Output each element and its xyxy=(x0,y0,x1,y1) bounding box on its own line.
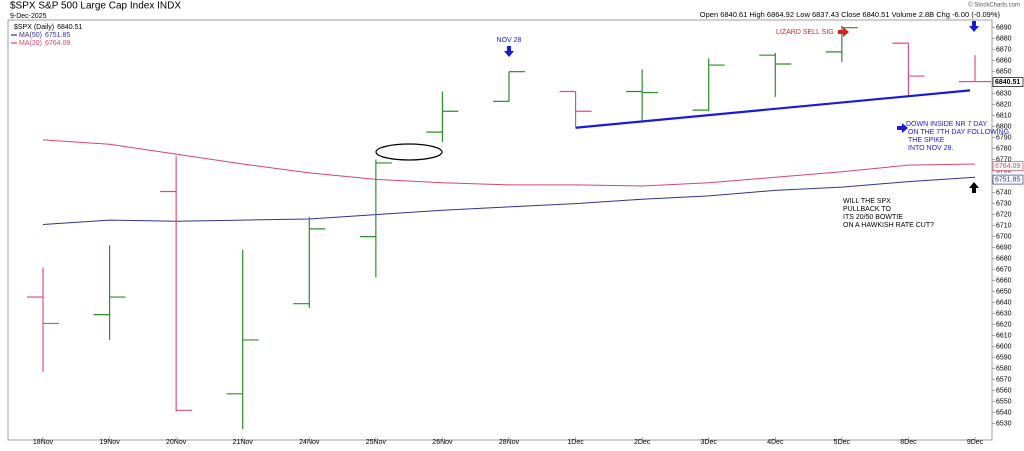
y-tick-label: 6860 xyxy=(996,58,1012,65)
x-tick-label: 24Nov xyxy=(299,439,320,446)
x-tick-label: 21Nov xyxy=(233,439,254,446)
arrow xyxy=(969,182,979,193)
x-tick-label: 3Dec xyxy=(701,439,718,446)
legend-label: MA(20) xyxy=(19,40,42,47)
y-tick-label: 6610 xyxy=(996,332,1012,339)
chart-title: $SPX S&P 500 Large Cap Index INDX xyxy=(10,1,181,12)
y-tick-label: 6790 xyxy=(996,134,1012,141)
credit: © StockCharts.com xyxy=(968,2,1020,9)
y-tick-label: 6600 xyxy=(996,343,1012,350)
x-tick-label: 8Dec xyxy=(900,439,917,446)
highlight-ellipse xyxy=(375,143,443,161)
x-tick-label: 19Nov xyxy=(99,439,120,446)
x-tick-label: 9Dec xyxy=(967,439,984,446)
legend-label: $SPX (Daily) xyxy=(14,24,54,31)
chart-date: 9-Dec-2025 xyxy=(10,13,47,20)
annotation: INTO NOV 28. xyxy=(908,145,953,152)
annotation: WILL THE SPX xyxy=(843,198,891,205)
plot-frame xyxy=(7,19,993,441)
annotation: LIZARD SELL SIG xyxy=(776,29,834,36)
y-tick-label: 6740 xyxy=(996,189,1012,196)
last-value-label: 6751.85 xyxy=(995,176,1020,183)
quote: Open 6840.61 High 6864.92 Low 6837.43 Cl… xyxy=(700,10,1001,19)
annotation: NOV 28 xyxy=(497,37,522,44)
ma-line xyxy=(42,139,976,187)
x-tick-label: 20Nov xyxy=(166,439,187,446)
y-tick-label: 6690 xyxy=(996,244,1012,251)
y-tick-label: 6640 xyxy=(996,299,1012,306)
y-tick-label: 6660 xyxy=(996,277,1012,284)
arrow xyxy=(838,27,849,37)
y-tick-label: 6700 xyxy=(996,233,1012,240)
y-tick-label: 6630 xyxy=(996,310,1012,317)
x-tick-label: 1Dec xyxy=(567,439,584,446)
y-tick-label: 6800 xyxy=(996,123,1012,130)
last-value-box xyxy=(992,77,1024,87)
y-tick-label: 6570 xyxy=(996,376,1012,383)
last-value-box xyxy=(992,161,1024,171)
y-tick-label: 6770 xyxy=(996,156,1012,163)
y-tick-label: 6830 xyxy=(996,91,1012,98)
arrow xyxy=(897,123,908,133)
x-tick-label: 26Nov xyxy=(432,439,453,446)
y-tick-label: 6560 xyxy=(996,387,1012,394)
y-tick-label: 6550 xyxy=(996,398,1012,405)
y-tick-label: 6720 xyxy=(996,211,1012,218)
legend-value: 6751.85 xyxy=(45,32,70,39)
x-tick-label: 5Dec xyxy=(834,439,851,446)
y-tick-label: 6850 xyxy=(996,69,1012,76)
y-tick-label: 6650 xyxy=(996,288,1012,295)
y-tick-label: 6590 xyxy=(996,354,1012,361)
annotation: PULLBACK TO xyxy=(843,206,892,213)
y-tick-label: 6710 xyxy=(996,222,1012,229)
x-tick-label: 25Nov xyxy=(366,439,387,446)
y-tick-label: 6810 xyxy=(996,112,1012,119)
trendline xyxy=(575,89,971,129)
arrow xyxy=(969,21,979,32)
ma-line xyxy=(42,176,976,226)
y-tick-label: 6620 xyxy=(996,321,1012,328)
y-tick-label: 6530 xyxy=(996,420,1012,427)
last-value-label: 6764.09 xyxy=(995,163,1020,170)
x-tick-label: 2Dec xyxy=(634,439,651,446)
legend-label: MA(50) xyxy=(19,32,42,39)
annotation: THE SPIKE xyxy=(908,137,945,144)
y-tick-label: 6890 xyxy=(996,25,1012,32)
y-tick-label: 6670 xyxy=(996,266,1012,273)
legend-value: 6764.09 xyxy=(45,40,70,47)
last-value-label: 6840.51 xyxy=(995,79,1020,86)
legend-value: 6840.51 xyxy=(57,24,82,31)
y-tick-label: 6780 xyxy=(996,145,1012,152)
x-tick-label: 4Dec xyxy=(767,439,784,446)
y-tick-label: 6730 xyxy=(996,200,1012,207)
y-tick-label: 6580 xyxy=(996,365,1012,372)
y-tick-label: 6680 xyxy=(996,255,1012,262)
last-value-box xyxy=(992,174,1024,185)
annotation: DOWN INSIDE NR 7 DAY xyxy=(906,121,987,128)
y-tick-label: 6870 xyxy=(996,47,1012,54)
annotation: ON A HAWKISH RATE CUT? xyxy=(843,222,934,229)
annotation: ON THE 7TH DAY FOLLOWING xyxy=(908,129,1009,136)
annotation: ITS 20/50 BOWTIE xyxy=(843,214,903,221)
x-tick-label: 28Nov xyxy=(499,439,520,446)
y-tick-label: 6540 xyxy=(996,409,1012,416)
x-tick-label: 18Nov xyxy=(33,439,54,446)
y-tick-label: 6880 xyxy=(996,36,1012,43)
arrow xyxy=(504,46,514,57)
y-tick-label: 6820 xyxy=(996,102,1012,109)
